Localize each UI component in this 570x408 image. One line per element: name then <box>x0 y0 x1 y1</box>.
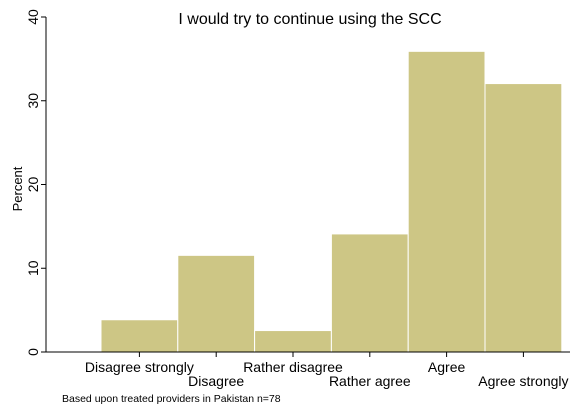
x-tick-label-5: Agree strongly <box>478 373 568 389</box>
x-tick-label-1: Disagree <box>188 373 244 389</box>
bar-4 <box>407 50 486 353</box>
chart-title: I would try to continue using the SCC <box>178 11 441 28</box>
bar-1 <box>177 254 256 353</box>
x-tick-label-4: Agree <box>428 359 466 375</box>
y-tick-label-0: 0 <box>25 348 41 356</box>
x-tick-label-2: Rather disagree <box>243 359 343 375</box>
bar-0 <box>100 319 179 353</box>
x-tick-label-0: Disagree strongly <box>85 359 194 375</box>
bars <box>100 50 563 353</box>
bar-5 <box>484 83 563 353</box>
x-tick-label-3: Rather agree <box>329 373 411 389</box>
footnote: Based upon treated providers in Pakistan… <box>62 393 281 405</box>
bar-3 <box>330 233 409 353</box>
y-tick-label-2: 20 <box>25 177 41 193</box>
y-tick-label-3: 30 <box>25 93 41 109</box>
bar-2 <box>254 330 332 353</box>
y-ticks: 0 10 20 30 40 <box>25 9 46 356</box>
y-tick-label-4: 40 <box>25 9 41 25</box>
y-axis-label: Percent <box>10 166 25 211</box>
y-tick-label-1: 10 <box>25 260 41 276</box>
